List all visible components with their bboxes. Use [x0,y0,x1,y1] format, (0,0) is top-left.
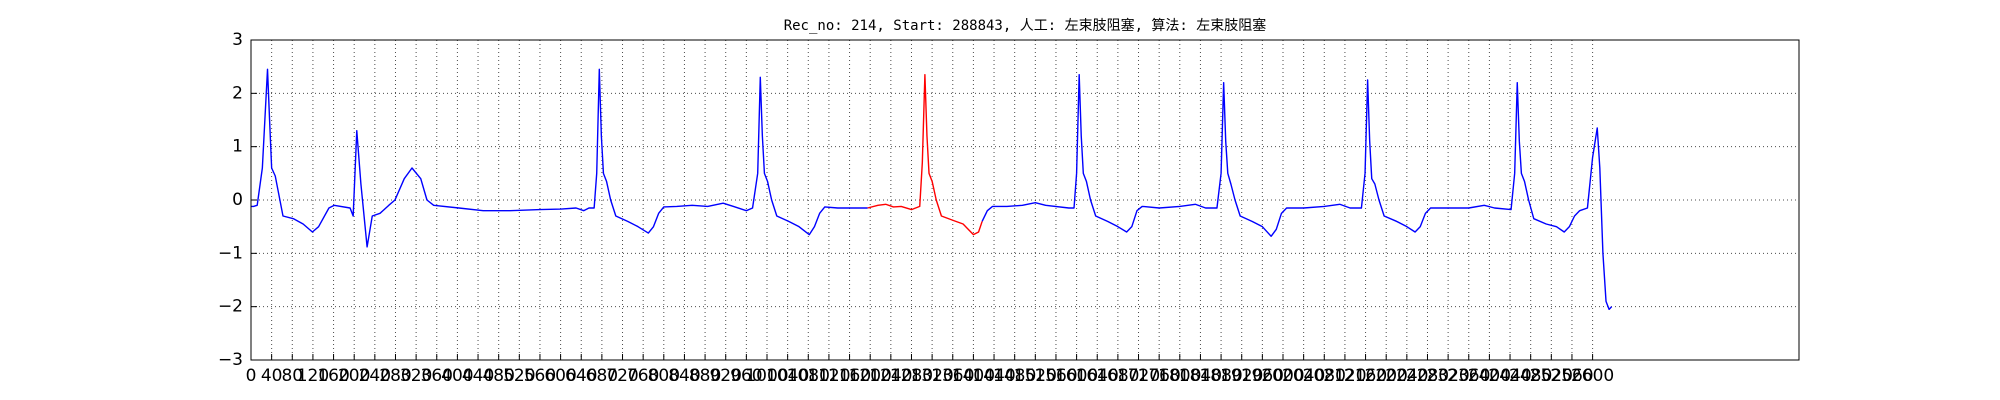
x-tick-label: 1240 [869,366,912,386]
x-tick-label: 1720 [1117,366,1160,386]
x-tick-label: 480 [482,366,514,386]
x-tick-label: 2400 [1468,366,1511,386]
x-tick-label: 240 [359,366,391,386]
x-tick-label: 2440 [1488,366,1531,386]
y-tick-label: 1 [232,137,243,157]
x-tick-label: 1000 [745,366,788,386]
x-tick-label: 680 [586,366,618,386]
x-tick-label: 2120 [1323,366,1366,386]
ecg-line [867,73,983,236]
x-tick-label: 2160 [1344,366,1387,386]
x-tick-label: 200 [338,366,370,386]
x-tick-label: 2360 [1447,366,1490,386]
x-tick-label: 1200 [849,366,892,386]
x-tick-label: 880 [689,366,721,386]
x-tick-label: 640 [565,366,597,386]
x-tick-label: 2040 [1282,366,1325,386]
x-tick-label: 2600 [1571,366,1614,386]
y-tick-label: −2 [218,297,243,317]
x-tick-label: 1160 [828,366,871,386]
y-tick-label: −1 [218,243,243,263]
x-tick-label: 2240 [1385,366,1428,386]
x-tick-label: 1680 [1096,366,1139,386]
x-tick-label: 760 [627,366,659,386]
x-tick-label: 80 [281,366,303,386]
x-tick-label: 360 [421,366,453,386]
x-tick-label: 2560 [1550,366,1593,386]
x-tick-label: 1920 [1220,366,1263,386]
x-tick-label: 1960 [1241,366,1284,386]
chart-title: Rec_no: 214, Start: 288843, 人工: 左束肢阻塞, 算… [784,17,1267,34]
y-tick-label: −3 [218,350,243,370]
x-tick-label: 2520 [1530,366,1573,386]
x-tick-label: 920 [709,366,741,386]
ecg-line [251,68,868,248]
x-tick-label: 1560 [1034,366,1077,386]
x-tick-label: 520 [503,366,535,386]
x-tick-label: 960 [730,366,762,386]
x-tick-label: 2080 [1303,366,1346,386]
y-tick-label: 2 [232,83,243,103]
x-tick-label: 800 [648,366,680,386]
x-tick-label: 1040 [766,366,809,386]
x-tick-label: 1120 [807,366,850,386]
x-tick-label: 1760 [1138,366,1181,386]
x-tick-label: 40 [261,366,283,386]
x-tick-label: 720 [606,366,638,386]
x-tick-label: 600 [544,366,576,386]
x-tick-label: 1600 [1055,366,1098,386]
x-tick-label: 840 [668,366,700,386]
x-tick-label: 1800 [1158,366,1201,386]
y-tick-label: 3 [232,30,243,50]
x-tick-label: 1320 [910,366,953,386]
x-tick-label: 1520 [1014,366,1057,386]
x-tick-label: 1640 [1076,366,1119,386]
x-tick-label: 160 [317,366,349,386]
x-tick-label: 1840 [1179,366,1222,386]
ecg-line [981,73,1613,311]
x-tick-label: 1360 [931,366,974,386]
x-tick-label: 320 [400,366,432,386]
x-tick-label: 1080 [787,366,830,386]
x-tick-label: 440 [462,366,494,386]
x-tick-label: 2200 [1365,366,1408,386]
x-tick-label: 120 [297,366,329,386]
x-tick-label: 2280 [1406,366,1449,386]
x-tick-label: 2000 [1261,366,1304,386]
grid-layer [250,39,1799,361]
x-tick-label: 2320 [1426,366,1469,386]
x-tick-label: 2480 [1509,366,1552,386]
x-tick-label: 1880 [1199,366,1242,386]
x-tick-label: 280 [379,366,411,386]
x-tick-label: 1280 [890,366,933,386]
x-tick-label: 1440 [972,366,1015,386]
y-tick-label: 0 [232,190,243,210]
x-tick-label: 1400 [952,366,995,386]
x-tick-label: 1480 [993,366,1036,386]
x-tick-label: 400 [441,366,473,386]
x-tick-label: 560 [524,366,556,386]
line-layer [251,68,1613,311]
x-tick-label: 0 [246,366,257,386]
